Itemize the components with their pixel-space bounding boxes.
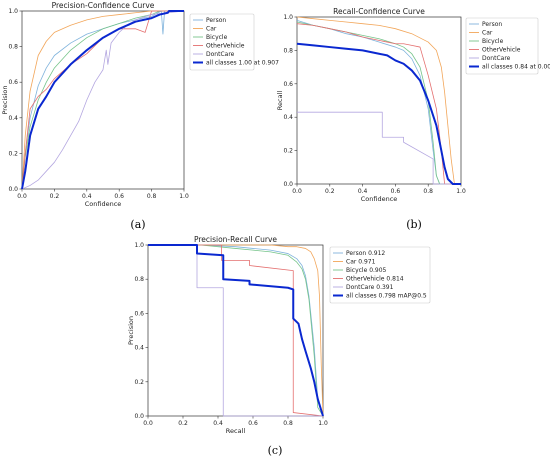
panel-label-c: (c): [268, 444, 283, 457]
legend-entry: Person: [206, 17, 226, 24]
y-tick-label: 1.0: [134, 242, 144, 249]
y-tick-label: 0.6: [134, 310, 144, 317]
x-tick-label: 0.4: [213, 420, 223, 427]
recall-confidence-chart: 0.0 0.2 0.4 0.6 0.8 1.0 0.0 0.2 0.4 0.6 0.8 1.0 Reca…: [276, 7, 550, 203]
y-tick-label: 0.6: [283, 81, 293, 88]
x-tick-label: 0.2: [50, 193, 60, 200]
legend-entry: Bicycle: [206, 34, 228, 41]
x-tick-label: 1.0: [179, 193, 189, 200]
x-axis-label: Confidence: [85, 200, 122, 208]
y-tick-label: 0.2: [283, 148, 293, 155]
y-tick-label: 1.0: [283, 14, 293, 21]
chart-title: Recall-Confidence Curve: [333, 7, 425, 16]
y-tick-label: 0.2: [8, 150, 18, 157]
series-line-all: [148, 244, 324, 417]
x-tick-label: 0.6: [391, 188, 401, 195]
y-tick-label: 0.6: [8, 79, 18, 86]
x-axis-label: Confidence: [361, 195, 398, 203]
legend-entry: Bicycle: [482, 38, 504, 45]
legend-box: [189, 13, 255, 71]
chart-title: Precision-Confidence Curve: [52, 1, 155, 10]
legend-entry: DontCare: [206, 51, 235, 58]
legend-entry: OtherVehicle: [206, 43, 245, 50]
legend-entry: Bicycle 0.905: [346, 267, 387, 274]
y-tick-label: 0.8: [283, 47, 293, 54]
x-tick-label: 0.2: [325, 188, 335, 195]
x-tick-label: 0.4: [358, 188, 368, 195]
x-tick-label: 0.0: [143, 420, 153, 427]
precision-confidence-chart: 0.0 0.2 0.4 0.6 0.8 1.0 0.0 0.2 0.4 0.6 0.8 1.0 Prec…: [1, 1, 279, 208]
series-line-othervehicle: [21, 10, 184, 190]
x-tick-label: 0.2: [178, 420, 188, 427]
series-line-person: [148, 244, 324, 417]
x-tick-label: 0.8: [283, 420, 293, 427]
legend-entry: DontCare: [482, 55, 511, 62]
legend-entry: all classes 0.798 mAP@0.5: [346, 293, 427, 300]
y-tick-label: 0.8: [8, 44, 18, 51]
x-tick-label: 1.0: [318, 420, 328, 427]
legend-entry: all classes 0.84 at 0.000: [482, 64, 550, 71]
x-tick-label: 0.8: [423, 188, 433, 195]
series-line-all: [296, 42, 461, 185]
y-tick-label: 0.4: [8, 115, 18, 122]
y-tick-label: 0.2: [134, 379, 144, 386]
x-axis-label: Recall: [226, 427, 246, 435]
series-line-all: [21, 10, 184, 190]
panel-label-a: (a): [130, 218, 145, 231]
series-line-car: [21, 10, 184, 190]
y-tick-label: 0.4: [134, 345, 144, 352]
series-line-dontcare: [297, 111, 461, 185]
chart-title: Precision-Recall Curve: [194, 235, 277, 244]
y-axis-label: Recall: [276, 91, 284, 111]
legend-box: [329, 246, 431, 304]
legend-entry: all classes 1.00 at 0.907: [206, 60, 279, 67]
y-axis-label: Precision: [127, 316, 135, 345]
legend-entry: Person 0.912: [346, 250, 385, 257]
y-axis-label: Precision: [1, 85, 9, 114]
x-tick-label: 0.4: [82, 193, 92, 200]
legend-entry: OtherVehicle: [482, 47, 521, 54]
y-tick-label: 0.8: [134, 276, 144, 283]
x-tick-label: 0.6: [248, 420, 258, 427]
y-tick-label: 0.4: [283, 114, 293, 121]
x-tick-label: 0.0: [17, 193, 27, 200]
series-line-car: [296, 16, 461, 185]
legend-box: [465, 17, 539, 75]
x-tick-label: 0.8: [147, 193, 157, 200]
legend-entry: Person: [482, 21, 502, 28]
y-tick-label: 0.0: [8, 186, 18, 193]
series-line-othervehicle: [296, 23, 461, 185]
plot-area: [147, 244, 324, 417]
x-tick-label: 0.6: [114, 193, 124, 200]
series-line-othervehicle: [148, 244, 324, 417]
y-tick-label: 0.0: [283, 181, 293, 188]
legend-entry: Car: [482, 30, 493, 37]
y-tick-label: 0.0: [134, 413, 144, 420]
legend-entry: OtherVehicle 0.814: [346, 276, 404, 283]
plot-area: [21, 10, 185, 190]
legend-entry: Car 0.971: [346, 259, 376, 266]
legend-entry: Car: [206, 26, 217, 33]
y-tick-label: 1.0: [8, 8, 18, 15]
panel-label-b: (b): [406, 218, 422, 231]
series-line-car: [148, 244, 324, 417]
precision-recall-chart: 0.0 0.2 0.4 0.6 0.8 1.0 0.0 0.2 0.4 0.6 0.8 1.0 Prec…: [127, 235, 431, 435]
series-line-bicycle: [148, 244, 324, 417]
legend-entry: DontCare 0.391: [346, 284, 394, 291]
x-tick-label: 0.0: [292, 188, 302, 195]
x-tick-label: 1.0: [456, 188, 466, 195]
